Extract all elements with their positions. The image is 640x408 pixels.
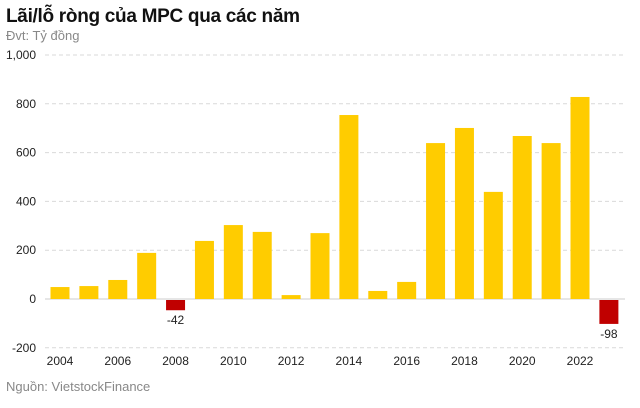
y-tick-label: 800 xyxy=(16,97,36,111)
bar-2013 xyxy=(310,233,330,299)
bar-2022 xyxy=(570,96,590,299)
bar-2018 xyxy=(454,127,474,300)
data-label-2008: -42 xyxy=(167,313,185,327)
bar-2011 xyxy=(252,231,272,299)
y-tick-label: -200 xyxy=(12,341,36,355)
x-tick-label: 2016 xyxy=(393,354,420,368)
y-tick-label: 1,000 xyxy=(6,48,36,62)
y-tick-label: 200 xyxy=(16,243,36,257)
x-tick-label: 2008 xyxy=(162,354,189,368)
x-tick-label: 2004 xyxy=(47,354,74,368)
bar-2017 xyxy=(426,143,446,299)
bar-2015 xyxy=(368,290,388,299)
x-tick-label: 2010 xyxy=(220,354,247,368)
bar-2019 xyxy=(483,191,503,299)
chart-source: Nguồn: VietstockFinance xyxy=(6,379,151,394)
bar-2004 xyxy=(50,287,70,299)
bar-2008 xyxy=(166,300,186,311)
y-tick-label: 400 xyxy=(16,194,36,208)
chart-subtitle: Đvt: Tỷ đồng xyxy=(6,28,80,43)
bar-2007 xyxy=(137,252,157,299)
x-tick-label: 2012 xyxy=(278,354,305,368)
x-tick-label: 2022 xyxy=(567,354,594,368)
chart-title: Lãi/lỗ ròng của MPC qua các năm xyxy=(6,6,300,27)
bar-2023 xyxy=(599,300,619,324)
bar-2009 xyxy=(194,240,214,299)
data-label-2023: -98 xyxy=(600,327,618,341)
y-tick-label: 600 xyxy=(16,146,36,160)
bar-2014 xyxy=(339,115,359,299)
x-tick-label: 2020 xyxy=(509,354,536,368)
x-tick-label: 2006 xyxy=(104,354,131,368)
bar-2005 xyxy=(79,286,99,299)
bar-2006 xyxy=(108,279,128,299)
x-tick-label: 2018 xyxy=(451,354,478,368)
bar-2012 xyxy=(281,295,301,299)
bar-2010 xyxy=(223,225,243,299)
bar-2021 xyxy=(541,143,561,299)
bar-2020 xyxy=(512,136,532,299)
x-tick-label: 2014 xyxy=(336,354,363,368)
bar-2016 xyxy=(397,281,417,299)
y-tick-label: 0 xyxy=(29,292,36,306)
